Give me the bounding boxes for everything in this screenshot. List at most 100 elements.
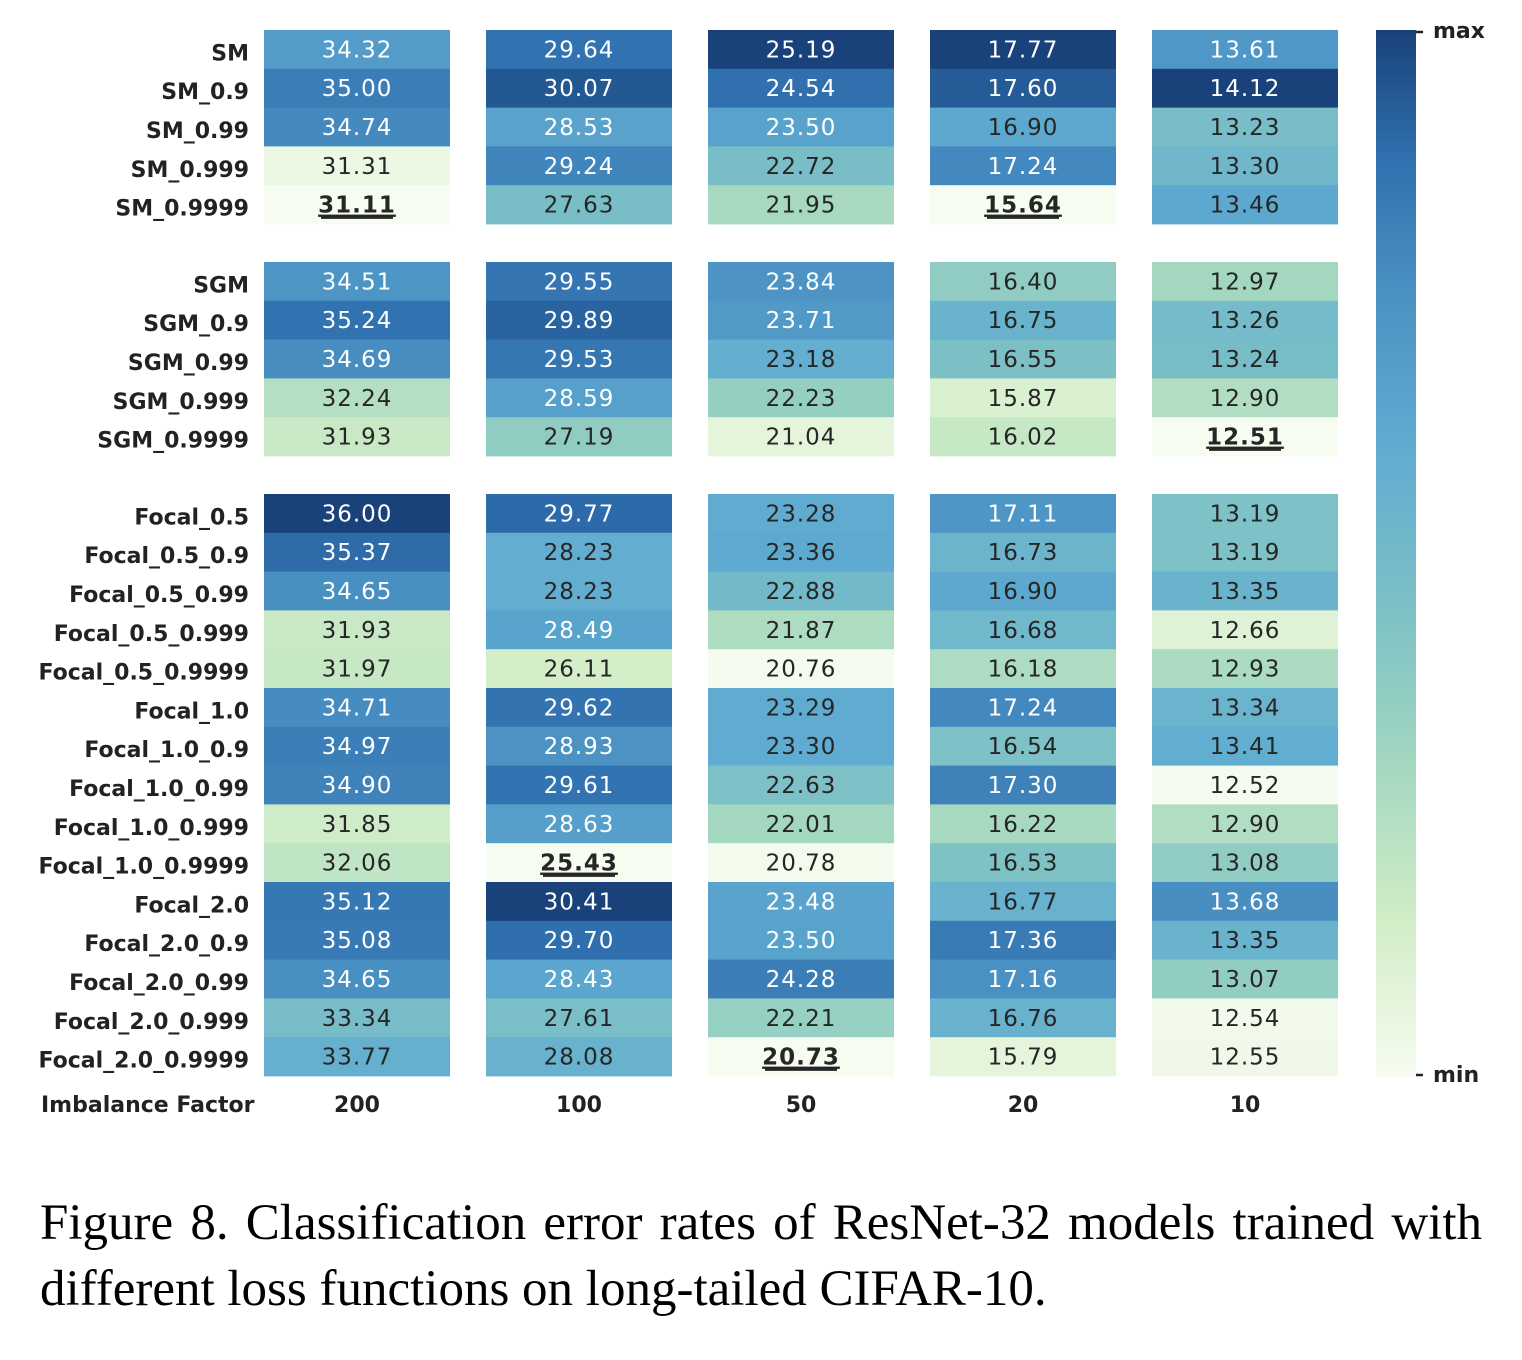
heatmap-cell xyxy=(708,300,894,340)
cell-value-label: 13.07 xyxy=(1210,967,1281,993)
row-label: Focal_0.5_0.9 xyxy=(84,544,249,569)
heatmap-cell xyxy=(708,571,894,611)
heatmap-cell xyxy=(1152,185,1338,225)
heatmap-cell xyxy=(486,959,672,999)
heatmap-cell xyxy=(1152,262,1338,302)
cell-value-label: 21.04 xyxy=(766,425,837,451)
heatmap-cell xyxy=(264,146,450,186)
cell-value-label: 31.85 xyxy=(322,812,393,838)
cell-value-label: 17.30 xyxy=(988,773,1059,799)
heatmap-cell xyxy=(486,998,672,1038)
heatmap-cell xyxy=(930,494,1116,534)
cell-value-label: 35.08 xyxy=(322,928,393,954)
row-label: SGM_0.99 xyxy=(128,351,249,376)
cell-value-label: 12.55 xyxy=(1210,1045,1281,1071)
cell-value-label: 12.54 xyxy=(1210,1006,1281,1032)
cell-value-label: 25.19 xyxy=(766,37,837,63)
cell-value-label: 34.71 xyxy=(322,695,393,721)
x-tick-label: 50 xyxy=(786,1093,817,1118)
heatmap-cell xyxy=(264,417,450,457)
heatmap-cell xyxy=(708,417,894,457)
cell-value-label: 27.19 xyxy=(544,425,615,451)
row-label: SGM_0.9 xyxy=(143,312,249,337)
cell-value-label: 26.11 xyxy=(544,657,615,683)
row-label: Focal_0.5_0.9999 xyxy=(38,661,249,686)
heatmap-cell xyxy=(486,378,672,418)
heatmap-cell xyxy=(486,300,672,340)
heatmap-cell xyxy=(486,688,672,728)
cell-value-label: 16.40 xyxy=(988,269,1059,295)
cell-value-label: 31.31 xyxy=(322,154,393,180)
cell-value-label: 23.29 xyxy=(766,695,837,721)
heatmap-cell xyxy=(1152,920,1338,960)
heatmap-cell xyxy=(264,726,450,766)
cell-value-label: 16.90 xyxy=(988,115,1059,141)
heatmap-cell xyxy=(708,68,894,108)
heatmap-cell xyxy=(708,959,894,999)
cell-value-label: 14.12 xyxy=(1210,76,1281,102)
heatmap-cell xyxy=(930,688,1116,728)
cell-value-label: 17.24 xyxy=(988,154,1059,180)
heatmap-cell xyxy=(930,571,1116,611)
heatmap-cell xyxy=(930,726,1116,766)
heatmap-cell xyxy=(1152,339,1338,379)
cell-value-label: 16.68 xyxy=(988,618,1059,644)
heatmap-cell xyxy=(708,262,894,302)
cell-value-label: 16.54 xyxy=(988,734,1059,760)
cell-value-label: 16.55 xyxy=(988,347,1059,373)
row-label: SM_0.99 xyxy=(146,119,249,144)
cell-value-label: 34.32 xyxy=(322,37,393,63)
cell-value-label: 33.34 xyxy=(322,1006,393,1032)
cell-value-label: 13.68 xyxy=(1210,889,1281,915)
cell-value-label: 30.41 xyxy=(544,889,615,915)
x-axis: Imbalance Factor 200 100 50 20 10 xyxy=(41,1093,1260,1118)
heatmap-cell xyxy=(930,417,1116,457)
heatmap-cell xyxy=(708,610,894,650)
cell-value-label: 34.51 xyxy=(322,269,393,295)
cell-value-label: 28.49 xyxy=(544,618,615,644)
heatmap-cell xyxy=(930,610,1116,650)
cell-value-label: 34.65 xyxy=(322,967,393,993)
cell-value-label: 29.70 xyxy=(544,928,615,954)
heatmap-cell xyxy=(708,998,894,1038)
heatmap-cell xyxy=(930,959,1116,999)
cell-value-label: 35.00 xyxy=(322,76,393,102)
cell-value-label: 24.54 xyxy=(766,76,837,102)
cell-value-label: 35.12 xyxy=(322,889,393,915)
cell-value-label: 23.71 xyxy=(766,308,837,334)
heatmap-cell xyxy=(708,688,894,728)
heatmap-cell xyxy=(1152,532,1338,572)
heatmap-cell xyxy=(708,532,894,572)
cell-value-label: 27.63 xyxy=(544,193,615,219)
heatmap-cell xyxy=(708,30,894,70)
heatmap-cell xyxy=(930,378,1116,418)
cell-value-label: 16.02 xyxy=(988,425,1059,451)
heatmap-cell xyxy=(930,920,1116,960)
heatmap-cell xyxy=(708,146,894,186)
row-label: Focal_2.0 xyxy=(134,893,249,918)
cell-value-label: 29.64 xyxy=(544,37,615,63)
cell-value-label: 34.65 xyxy=(322,579,393,605)
cell-value-label: 15.79 xyxy=(988,1045,1059,1071)
heatmap-cell xyxy=(1152,843,1338,883)
heatmap-cell xyxy=(930,765,1116,805)
cell-value-label: 12.52 xyxy=(1210,773,1281,799)
x-tick-label: 200 xyxy=(334,1093,380,1118)
heatmap-cell xyxy=(264,107,450,147)
cell-value-label: 16.77 xyxy=(988,889,1059,915)
cell-value-label: 20.73 xyxy=(762,1045,840,1071)
heatmap-cell xyxy=(1152,68,1338,108)
cell-value-label: 17.36 xyxy=(988,928,1059,954)
cell-value-label: 28.59 xyxy=(544,386,615,412)
row-label: Focal_1.0 xyxy=(134,699,249,724)
heatmap-cell xyxy=(486,146,672,186)
row-label: SM_0.9 xyxy=(161,80,249,105)
cell-value-label: 12.97 xyxy=(1210,269,1281,295)
cell-value-label: 16.90 xyxy=(988,579,1059,605)
heatmap-cell xyxy=(264,649,450,689)
heatmap-cell xyxy=(486,882,672,922)
cell-value-label: 22.01 xyxy=(766,812,837,838)
heatmap-cell xyxy=(1152,571,1338,611)
heatmap-cell xyxy=(930,30,1116,70)
cell-value-label: 31.97 xyxy=(322,657,393,683)
